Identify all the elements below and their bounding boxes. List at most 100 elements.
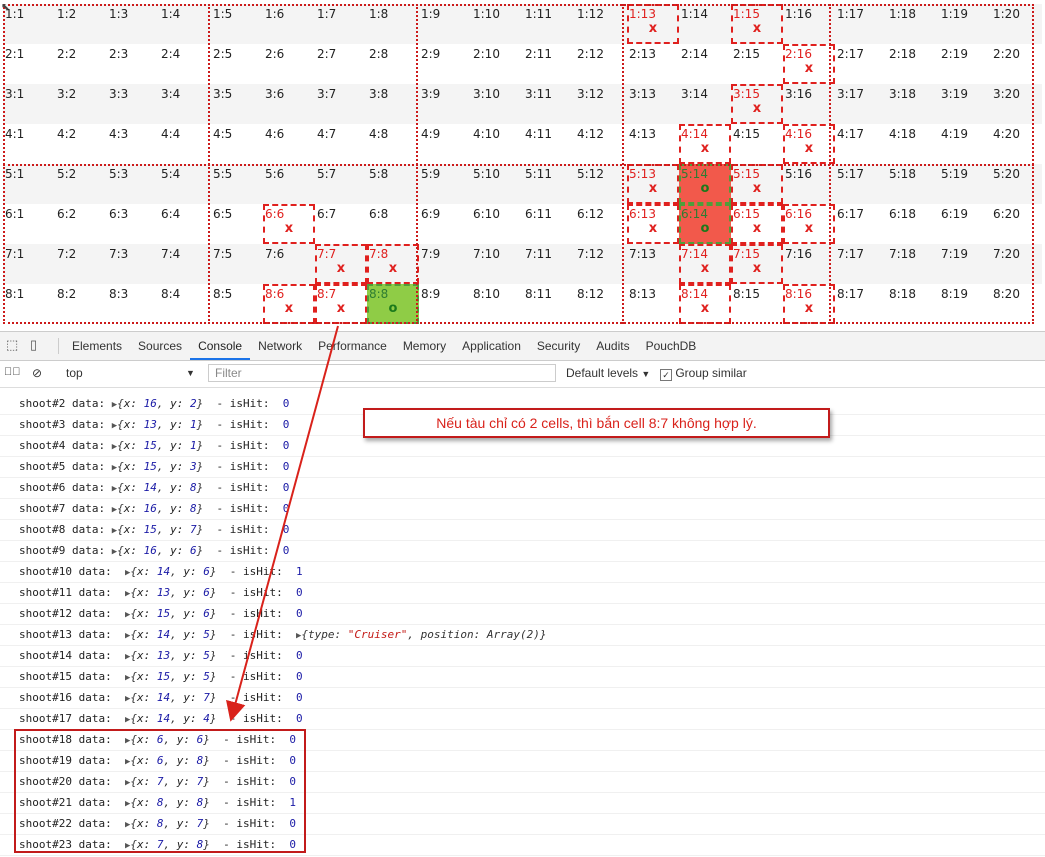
log-entry[interactable]: shoot#18 data: ▶{x: 6, y: 6} - isHit: 0 (19, 733, 296, 746)
grid-cell[interactable]: 2:13 (627, 44, 679, 84)
grid-cell[interactable]: 1:9 (419, 4, 471, 44)
grid-cell[interactable]: 2:10 (471, 44, 523, 84)
grid-cell[interactable]: 6:20 (991, 204, 1042, 244)
grid-cell[interactable]: 8:11 (523, 284, 575, 324)
grid-cell[interactable]: 8:6 x (263, 284, 315, 324)
tab-performance[interactable]: Performance (318, 339, 387, 353)
grid-cell[interactable]: 4:14 x (679, 124, 731, 164)
grid-cell[interactable]: 5:2 (55, 164, 107, 204)
grid-cell[interactable]: 4:12 (575, 124, 627, 164)
tab-console[interactable]: Console (190, 332, 251, 360)
grid-cell[interactable]: 7:6 (263, 244, 315, 284)
grid-cell[interactable]: 5:17 (835, 164, 887, 204)
grid-cell[interactable]: 2:2 (55, 44, 107, 84)
grid-cell[interactable]: 6:8 (367, 204, 419, 244)
grid-cell[interactable]: 2:5 (211, 44, 263, 84)
grid-cell[interactable]: 8:10 (471, 284, 523, 324)
grid-cell[interactable]: 7:5 (211, 244, 263, 284)
tab-elements[interactable]: Elements (72, 339, 123, 353)
grid-cell[interactable]: 6:17 (835, 204, 887, 244)
tab-memory[interactable]: Memory (402, 339, 447, 353)
grid-cell[interactable]: 2:6 (263, 44, 315, 84)
grid-cell[interactable]: 3:4 (159, 84, 211, 124)
grid-cell[interactable]: 2:15 (731, 44, 783, 84)
grid-cell[interactable]: 3:3 (107, 84, 159, 124)
grid-cell[interactable]: 3:20 (991, 84, 1042, 124)
grid-cell[interactable]: 4:4 (159, 124, 211, 164)
grid-cell[interactable]: 4:10 (471, 124, 523, 164)
grid-cell[interactable]: 8:9 (419, 284, 471, 324)
grid-cell[interactable]: 6:7 (315, 204, 367, 244)
grid-cell[interactable]: 5:15 x (731, 164, 783, 204)
context-dropdown-icon[interactable]: ▼ (186, 368, 195, 378)
tab-sources[interactable]: Sources (138, 339, 183, 353)
grid-cell[interactable]: 8:12 (575, 284, 627, 324)
grid-cell[interactable]: 7:4 (159, 244, 211, 284)
grid-cell[interactable]: 6:13 x (627, 204, 679, 244)
grid-cell[interactable]: 3:14 (679, 84, 731, 124)
tab-application[interactable]: Application (462, 339, 521, 353)
grid-cell[interactable]: 7:1 (3, 244, 55, 284)
grid-cell[interactable]: 8:5 (211, 284, 263, 324)
grid-cell[interactable]: 2:14 (679, 44, 731, 84)
grid-cell[interactable]: 1:11 (523, 4, 575, 44)
grid-cell[interactable]: 1:3 (107, 4, 159, 44)
grid-cell[interactable]: 6:3 (107, 204, 159, 244)
grid-cell[interactable]: 7:16 (783, 244, 835, 284)
grid-cell[interactable]: 8:13 (627, 284, 679, 324)
grid-cell[interactable]: 1:8 (367, 4, 419, 44)
clear-console-icon[interactable]: ⊘ (32, 366, 43, 380)
grid-cell[interactable]: 5:14 o (679, 164, 731, 204)
grid-cell[interactable]: 4:3 (107, 124, 159, 164)
grid-cell[interactable]: 3:2 (55, 84, 107, 124)
grid-cell[interactable]: 4:1 (3, 124, 55, 164)
grid-cell[interactable]: 3:9 (419, 84, 471, 124)
grid-cell[interactable]: 2:7 (315, 44, 367, 84)
grid-cell[interactable]: 8:7 x (315, 284, 367, 324)
grid-cell[interactable]: 8:4 (159, 284, 211, 324)
grid-cell[interactable]: 2:1 (3, 44, 55, 84)
grid-cell[interactable]: 5:11 (523, 164, 575, 204)
grid-cell[interactable]: 5:19 (939, 164, 991, 204)
grid-cell[interactable]: 5:12 (575, 164, 627, 204)
grid-cell[interactable]: 3:5 (211, 84, 263, 124)
grid-cell[interactable]: 7:9 (419, 244, 471, 284)
log-entry[interactable]: shoot#23 data: ▶{x: 7, y: 8} - isHit: 0 (19, 838, 296, 851)
log-entry[interactable]: shoot#7 data: ▶{x: 16, y: 8} - isHit: 0 (19, 502, 290, 515)
grid-cell[interactable]: 6:11 (523, 204, 575, 244)
group-similar-checkbox[interactable]: ✓ Group similar (660, 366, 747, 381)
tab-network[interactable]: Network (258, 339, 303, 353)
grid-cell[interactable]: 7:20 (991, 244, 1042, 284)
grid-cell[interactable]: 8:19 (939, 284, 991, 324)
tab-security[interactable]: Security (536, 339, 581, 353)
grid-cell[interactable]: 7:3 (107, 244, 159, 284)
grid-cell[interactable]: 4:18 (887, 124, 939, 164)
grid-cell[interactable]: 1:5 (211, 4, 263, 44)
grid-cell[interactable]: 5:20 (991, 164, 1042, 204)
tab-pouchdb[interactable]: PouchDB (645, 339, 697, 353)
grid-cell[interactable]: 6:19 (939, 204, 991, 244)
grid-cell[interactable]: 7:19 (939, 244, 991, 284)
grid-cell[interactable]: 3:11 (523, 84, 575, 124)
grid-cell[interactable]: 5:18 (887, 164, 939, 204)
grid-cell[interactable]: 3:15 x (731, 84, 783, 124)
grid-cell[interactable]: 7:8 x (367, 244, 419, 284)
grid-cell[interactable]: 4:5 (211, 124, 263, 164)
grid-cell[interactable]: 3:1 (3, 84, 55, 124)
log-entry[interactable]: shoot#21 data: ▶{x: 8, y: 8} - isHit: 1 (19, 796, 296, 809)
grid-cell[interactable]: 6:6 x (263, 204, 315, 244)
grid-cell[interactable]: 2:4 (159, 44, 211, 84)
grid-cell[interactable]: 1:14 (679, 4, 731, 44)
log-entry[interactable]: shoot#14 data: ▶{x: 13, y: 5} - isHit: 0 (19, 649, 303, 662)
log-entry[interactable]: shoot#12 data: ▶{x: 15, y: 6} - isHit: 0 (19, 607, 303, 620)
context-select[interactable]: top (66, 366, 83, 380)
log-entry[interactable]: shoot#4 data: ▶{x: 15, y: 1} - isHit: 0 (19, 439, 290, 452)
grid-cell[interactable]: 8:2 (55, 284, 107, 324)
log-entry[interactable]: shoot#8 data: ▶{x: 15, y: 7} - isHit: 0 (19, 523, 290, 536)
log-entry[interactable]: shoot#11 data: ▶{x: 13, y: 6} - isHit: 0 (19, 586, 303, 599)
grid-cell[interactable]: 1:16 (783, 4, 835, 44)
grid-cell[interactable]: 7:12 (575, 244, 627, 284)
grid-cell[interactable]: 7:2 (55, 244, 107, 284)
grid-cell[interactable]: 3:12 (575, 84, 627, 124)
grid-cell[interactable]: 2:20 (991, 44, 1042, 84)
